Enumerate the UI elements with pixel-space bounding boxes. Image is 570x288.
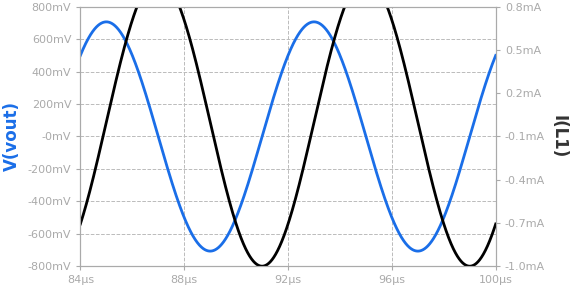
Y-axis label: I(L1): I(L1)	[549, 115, 567, 158]
Y-axis label: V(vout): V(vout)	[3, 101, 21, 171]
